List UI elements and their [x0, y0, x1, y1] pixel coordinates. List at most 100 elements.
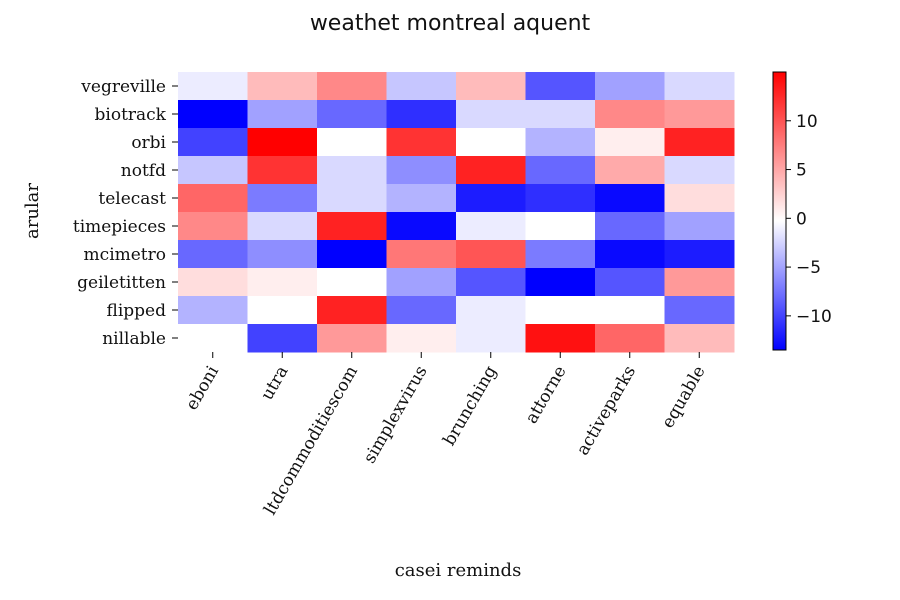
y-tick-label: vegreville — [80, 77, 166, 97]
heatmap-cell — [386, 156, 457, 185]
colorbar-tick-label: 5 — [796, 161, 807, 181]
heatmap-cell — [525, 72, 596, 101]
heatmap-cell — [178, 184, 248, 213]
heatmap-cell — [386, 240, 457, 269]
heatmap-cell — [247, 240, 318, 269]
heatmap-cell — [456, 184, 526, 213]
heatmap-cell — [664, 240, 735, 269]
heatmap-cell — [247, 324, 318, 353]
colorbar-tick-label: −10 — [796, 307, 832, 327]
y-axis-title: arular — [22, 183, 43, 239]
heatmap-cell — [386, 128, 457, 157]
heatmap-cell — [664, 296, 735, 325]
heatmap-cell — [247, 72, 318, 101]
heatmap-cell — [317, 296, 387, 325]
y-tick-label: notfd — [121, 161, 166, 181]
colorbar-gradient — [772, 71, 787, 351]
y-tick-label: mcimetro — [84, 245, 166, 265]
heatmap-cell — [595, 100, 665, 129]
heatmap-cell — [525, 100, 596, 129]
heatmap-cell — [386, 100, 457, 129]
heatmap-cell — [595, 128, 665, 157]
y-tick-label: telecast — [98, 189, 166, 209]
heatmap-cell — [456, 156, 526, 185]
colorbar-tick-label: 10 — [796, 112, 818, 132]
y-tick-label: timepieces — [73, 217, 166, 237]
x-tick-label: equable — [658, 363, 710, 432]
heatmap-cell — [525, 296, 596, 325]
heatmap-cell — [247, 156, 318, 185]
heatmap-cell — [317, 212, 387, 241]
heatmap-cell — [317, 100, 387, 129]
heatmap-cells — [178, 72, 735, 353]
y-tick-label: biotrack — [95, 105, 167, 125]
heatmap-cell — [525, 128, 596, 157]
y-tick-label: nillable — [102, 329, 166, 349]
heatmap-cell — [317, 128, 387, 157]
chart-title: weathet montreal aquent — [310, 11, 591, 36]
heatmap-cell — [247, 128, 318, 157]
heatmap-cell — [595, 296, 665, 325]
heatmap-cell — [178, 268, 248, 297]
heatmap-cell — [317, 240, 387, 269]
x-tick-label: activeparks — [573, 363, 640, 459]
heatmap-cell — [386, 296, 457, 325]
heatmap-cell — [664, 100, 735, 129]
heatmap-cell — [178, 100, 248, 129]
heatmap-cell — [178, 156, 248, 185]
heatmap-cell — [595, 240, 665, 269]
heatmap-cell — [386, 72, 457, 101]
heatmap-cell — [247, 184, 318, 213]
heatmap-cell — [317, 324, 387, 353]
heatmap-cell — [247, 268, 318, 297]
heatmap-cell — [456, 240, 526, 269]
x-tick-label: attorne — [522, 363, 571, 428]
heatmap-cell — [525, 324, 596, 353]
heatmap-cell — [178, 128, 248, 157]
heatmap-cell — [456, 268, 526, 297]
heatmap-cell — [386, 268, 457, 297]
heatmap-cell — [178, 72, 248, 101]
y-tick-label: geiletitten — [77, 273, 166, 293]
heatmap-cell — [386, 324, 457, 353]
heatmap-cell — [247, 296, 318, 325]
x-tick-label: eboni — [182, 362, 223, 414]
heatmap-cell — [456, 324, 526, 353]
heatmap-cell — [664, 128, 735, 157]
heatmap-cell — [525, 240, 596, 269]
heatmap-cell — [525, 212, 596, 241]
heatmap-cell — [664, 212, 735, 241]
heatmap-cell — [386, 212, 457, 241]
heatmap-cell — [456, 100, 526, 129]
heatmap-cell — [247, 100, 318, 129]
heatmap-cell — [456, 212, 526, 241]
heatmap-cell — [386, 184, 457, 213]
x-tick-label: simplexvirus — [360, 363, 432, 467]
colorbar: 10 5 0 −5 −10 — [772, 71, 832, 351]
x-tick-label: utra — [257, 363, 292, 404]
heatmap-cell — [595, 156, 665, 185]
colorbar-tick-label: −5 — [796, 258, 821, 278]
heatmap-cell — [664, 156, 735, 185]
heatmap-cell — [456, 72, 526, 101]
heatmap-cell — [317, 184, 387, 213]
heatmap-cell — [664, 72, 735, 101]
heatmap-cell — [317, 72, 387, 101]
x-axis-title: casei reminds — [395, 560, 522, 581]
heatmap-cell — [317, 268, 387, 297]
colorbar-tick-label: 0 — [796, 209, 807, 229]
heatmap-cell — [178, 324, 248, 353]
heatmap-cell — [247, 212, 318, 241]
heatmap-cell — [525, 156, 596, 185]
heatmap-cell — [178, 296, 248, 325]
heatmap-cell — [595, 324, 665, 353]
heatmap-cell — [664, 324, 735, 353]
heatmap-cell — [595, 184, 665, 213]
heatmap-cell — [595, 72, 665, 101]
heatmap-cell — [178, 212, 248, 241]
heatmap-cell — [317, 156, 387, 185]
heatmap-cell — [664, 184, 735, 213]
y-axis: vegreville biotrack orbi notfd telecast timep… — [73, 77, 178, 349]
